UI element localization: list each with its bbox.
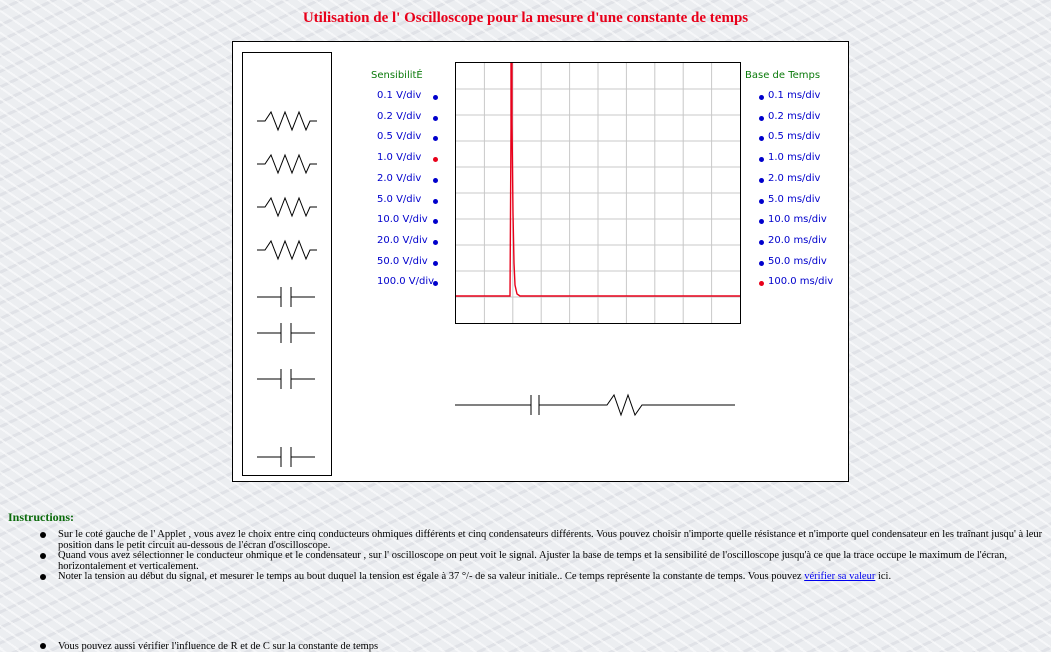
- sensibilite-radio-icon[interactable]: [433, 115, 438, 121]
- sensibilite-radio-icon[interactable]: [433, 219, 438, 225]
- sensibilite-option[interactable]: 0.5 V/div: [377, 131, 422, 143]
- sensibilite-option[interactable]: 10.0 V/div: [377, 214, 428, 226]
- instructions-heading: Instructions:: [8, 510, 75, 524]
- sensibilite-option[interactable]: 50.0 V/div: [377, 255, 428, 267]
- list-item: Sur le coté gauche de l' Applet , vous a…: [40, 529, 1045, 551]
- bullet-icon: [40, 532, 46, 538]
- instructions-list: Sur le coté gauche de l' Applet , vous a…: [40, 529, 1045, 583]
- sensibilite-option[interactable]: 0.2 V/div: [377, 110, 422, 122]
- base-de-temps-radio-icon[interactable]: [759, 219, 764, 225]
- base-de-temps-option[interactable]: 0.2 ms/div: [768, 110, 821, 122]
- component-palette: [242, 52, 332, 476]
- sensibilite-option[interactable]: 2.0 V/div: [377, 172, 422, 184]
- list-item: Quand vous avez sélectionner le conducte…: [40, 550, 1045, 572]
- sensibilite-radio-icon[interactable]: [433, 136, 438, 142]
- bullet-icon: [40, 643, 46, 649]
- list-item: Vous pouvez aussi vérifier l'influence d…: [40, 641, 378, 652]
- resistor-icon[interactable]: [255, 152, 319, 176]
- signal-trace: [456, 62, 740, 297]
- sensibilite-option[interactable]: 5.0 V/div: [377, 193, 422, 205]
- base-de-temps-option[interactable]: 5.0 ms/div: [768, 193, 821, 205]
- sensibilite-label: SensibilitÉ: [371, 70, 423, 81]
- base-de-temps-option[interactable]: 0.1 ms/div: [768, 90, 821, 101]
- base-de-temps-option[interactable]: 1.0 ms/div: [768, 152, 821, 164]
- sensibilite-radio-icon[interactable]: [433, 281, 438, 287]
- oscilloscope-screen: [455, 62, 741, 324]
- page-title: Utilisation de l' Oscilloscope pour la m…: [302, 10, 749, 26]
- base-de-temps-radio-icon[interactable]: [759, 115, 764, 121]
- sensibilite-radio-icon[interactable]: [433, 177, 438, 183]
- sensibilite-radio-icon[interactable]: [433, 157, 438, 163]
- scope-graph: [456, 62, 740, 323]
- base-de-temps-option[interactable]: 2.0 ms/div: [768, 172, 821, 184]
- capacitor-icon[interactable]: [255, 445, 319, 469]
- list-item: Noter la tension au début du signal, et …: [40, 571, 1045, 583]
- capacitor-icon[interactable]: [255, 321, 319, 345]
- resistor-icon[interactable]: [255, 195, 319, 219]
- resistor-icon[interactable]: [255, 109, 319, 133]
- base-de-temps-radio-icon[interactable]: [759, 136, 764, 142]
- sensibilite-radio-icon[interactable]: [433, 260, 438, 266]
- verifier-valeur-link[interactable]: vérifier sa valeur: [804, 571, 876, 582]
- base-de-temps-radio-icon[interactable]: [759, 281, 764, 287]
- sensibilite-radio-icon[interactable]: [433, 95, 438, 100]
- base-de-temps-radio-icon[interactable]: [759, 239, 764, 245]
- base-de-temps-radio-icon[interactable]: [759, 95, 764, 100]
- resistor-icon[interactable]: [255, 238, 319, 262]
- bullet-icon: [40, 553, 46, 559]
- sensibilite-radio-icon[interactable]: [433, 198, 438, 204]
- sensibilite-option[interactable]: 1.0 V/div: [377, 152, 422, 164]
- capacitor-icon[interactable]: [255, 285, 319, 309]
- base-de-temps-option[interactable]: 20.0 ms/div: [768, 234, 827, 246]
- base-de-temps-option[interactable]: 50.0 ms/div: [768, 255, 827, 267]
- base-de-temps-radio-icon[interactable]: [759, 157, 764, 163]
- sensibilite-radio-icon[interactable]: [433, 239, 438, 245]
- base-de-temps-option[interactable]: 10.0 ms/div: [768, 214, 827, 226]
- base-de-temps-radio-icon[interactable]: [759, 198, 764, 204]
- base-de-temps-option[interactable]: 100.0 ms/div: [768, 276, 834, 288]
- base-de-temps-option[interactable]: 0.5 ms/div: [768, 131, 821, 143]
- base-de-temps-label: Base de Temps: [745, 70, 821, 81]
- bullet-icon: [40, 574, 46, 580]
- oscilloscope-applet[interactable]: SensibilitÉ 0.1 V/div 0.2 V/div 0.5 V/div 1…: [232, 41, 849, 482]
- sensibilite-option[interactable]: 100.0 V/div: [377, 276, 435, 288]
- sensibilite-option[interactable]: 20.0 V/div: [377, 234, 428, 246]
- base-de-temps-radio-icon[interactable]: [759, 177, 764, 183]
- capacitor-icon[interactable]: [255, 367, 319, 391]
- circuit-diagram[interactable]: [455, 387, 737, 423]
- sensibilite-option[interactable]: 0.1 V/div: [377, 90, 422, 101]
- base-de-temps-radio-icon[interactable]: [759, 260, 764, 266]
